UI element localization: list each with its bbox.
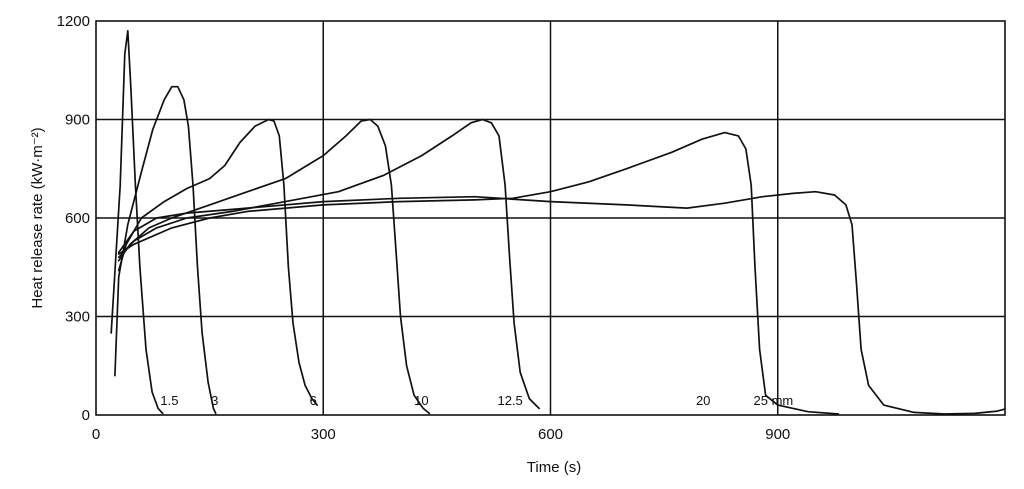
curve-series-7 <box>117 190 1006 415</box>
y-tick-label: 300 <box>65 309 90 326</box>
curve-label-series-2: 3 <box>211 393 218 408</box>
curve-series-4 <box>117 118 431 415</box>
y-tick-label: 0 <box>82 407 90 424</box>
curve-series-2 <box>114 85 217 415</box>
plot-grid <box>96 21 1005 415</box>
y-tick-label: 900 <box>65 112 90 129</box>
x-axis-label: Time (s) <box>527 459 581 476</box>
y-axis-label: Heat release rate (kW·m⁻²) <box>29 127 46 308</box>
curve-label-series-4: 10 <box>414 393 428 408</box>
curve-label-series-5: 12.5 <box>497 393 522 408</box>
plot-frame <box>95 20 1006 416</box>
x-tick-label: 300 <box>311 426 336 443</box>
y-tick-label: 1200 <box>57 13 90 30</box>
curve-label-series-7: 25 mm <box>754 393 794 408</box>
curve-label-series-3: 6 <box>310 393 317 408</box>
x-tick-label: 0 <box>92 426 100 443</box>
curve-series-6 <box>117 131 840 415</box>
curve-label-series-6: 20 <box>696 393 710 408</box>
y-axis-ticks: 0 300 600 900 1200 <box>57 13 90 424</box>
x-axis-ticks: 0 300 600 900 <box>92 426 790 443</box>
curve-series-3 <box>117 118 319 406</box>
curve-series-5 <box>117 118 540 410</box>
curve-label-series-1: 1.5 <box>160 393 178 408</box>
plot-curves <box>110 30 1006 415</box>
x-tick-label: 600 <box>538 426 563 443</box>
y-tick-label: 600 <box>65 210 90 227</box>
curve-series-1 <box>110 30 164 415</box>
curve-labels: 1.5 3 6 10 12.5 20 25 mm <box>160 393 793 408</box>
x-tick-label: 900 <box>765 426 790 443</box>
